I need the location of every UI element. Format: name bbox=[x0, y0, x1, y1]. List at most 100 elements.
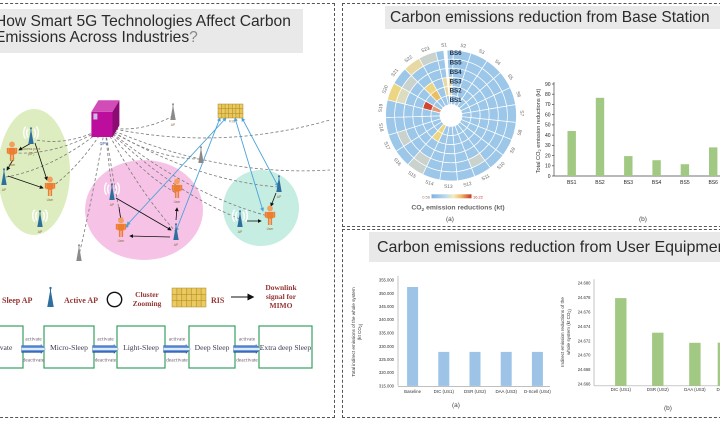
svg-text:signal for: signal for bbox=[266, 292, 297, 301]
svg-text:activate: activate bbox=[25, 336, 42, 342]
svg-text:User: User bbox=[47, 198, 55, 202]
svg-text:S2: S2 bbox=[460, 43, 467, 50]
svg-text:335.000: 335.000 bbox=[379, 331, 395, 336]
svg-text:Extra deep Sleep: Extra deep Sleep bbox=[260, 343, 312, 352]
svg-text:(a): (a) bbox=[452, 402, 460, 409]
svg-text:325.000: 325.000 bbox=[379, 357, 395, 362]
svg-text:Light-Sleep: Light-Sleep bbox=[123, 343, 159, 352]
svg-text:RIS: RIS bbox=[211, 296, 225, 305]
svg-text:BS6: BS6 bbox=[450, 50, 463, 57]
svg-text:Deep Sleep: Deep Sleep bbox=[195, 343, 230, 352]
svg-text:RIS: RIS bbox=[229, 120, 236, 124]
svg-text:AP: AP bbox=[174, 243, 179, 247]
svg-text:deactivate: deactivate bbox=[166, 357, 188, 363]
svg-text:DAA (US3): DAA (US3) bbox=[495, 389, 517, 394]
svg-text:10: 10 bbox=[545, 164, 551, 170]
svg-text:BS4: BS4 bbox=[652, 180, 662, 186]
svg-text:DSR (US2): DSR (US2) bbox=[464, 389, 486, 394]
svg-text:S4: S4 bbox=[493, 58, 502, 67]
svg-text:BS1: BS1 bbox=[450, 97, 463, 104]
svg-text:S17: S17 bbox=[382, 141, 391, 152]
svg-text:S18: S18 bbox=[377, 123, 384, 133]
svg-text:(b): (b) bbox=[639, 216, 647, 223]
svg-text:DIC (US1): DIC (US1) bbox=[611, 387, 632, 392]
svg-text:(b): (b) bbox=[664, 405, 672, 412]
svg-text:0: 0 bbox=[548, 174, 551, 180]
svg-text:(kt CO2): (kt CO2) bbox=[357, 323, 363, 340]
svg-text:BS4: BS4 bbox=[450, 69, 463, 76]
svg-text:(AP): (AP) bbox=[28, 152, 35, 156]
svg-text:90: 90 bbox=[545, 82, 551, 88]
svg-text:DIC (US1): DIC (US1) bbox=[434, 389, 455, 394]
svg-text:40: 40 bbox=[545, 133, 551, 139]
svg-text:D-Scell (US4): D-Scell (US4) bbox=[717, 387, 720, 392]
svg-text:24.666: 24.666 bbox=[578, 382, 591, 387]
svg-text:320.000: 320.000 bbox=[379, 370, 395, 375]
svg-text:S14: S14 bbox=[424, 179, 434, 187]
svg-text:AP: AP bbox=[110, 203, 115, 207]
svg-text:70: 70 bbox=[545, 102, 551, 108]
svg-text:activate: activate bbox=[239, 336, 256, 342]
svg-text:BS2: BS2 bbox=[595, 180, 605, 186]
svg-text:S1: S1 bbox=[441, 42, 448, 49]
svg-text:BS6: BS6 bbox=[708, 180, 718, 186]
svg-text:User: User bbox=[174, 200, 182, 204]
svg-text:DAA (US3): DAA (US3) bbox=[684, 387, 706, 392]
svg-text:0.56: 0.56 bbox=[422, 194, 431, 199]
svg-text:Micro-Sleep: Micro-Sleep bbox=[50, 343, 88, 352]
svg-text:S20: S20 bbox=[381, 84, 390, 94]
svg-text:BS2: BS2 bbox=[450, 88, 463, 95]
svg-text:340.000: 340.000 bbox=[379, 317, 395, 322]
svg-text:24.668: 24.668 bbox=[578, 367, 591, 372]
svg-text:AP: AP bbox=[171, 123, 176, 127]
svg-text:MIMO: MIMO bbox=[270, 301, 293, 310]
svg-text:CO2 emission reductions (kt): CO2 emission reductions (kt) bbox=[411, 205, 504, 214]
svg-text:D-Scell (US4): D-Scell (US4) bbox=[524, 389, 551, 394]
svg-text:S10: S10 bbox=[496, 161, 507, 172]
svg-text:24.680: 24.680 bbox=[578, 281, 591, 286]
svg-text:80: 80 bbox=[545, 92, 551, 98]
svg-text:Indirect emission reductions o: Indirect emission reductions of the bbox=[560, 297, 565, 367]
svg-text:BS3: BS3 bbox=[450, 78, 463, 85]
svg-text:AP: AP bbox=[238, 230, 243, 234]
svg-text:345.000: 345.000 bbox=[379, 304, 395, 309]
svg-text:CPU: CPU bbox=[100, 141, 109, 146]
svg-text:S7: S7 bbox=[518, 110, 524, 116]
svg-text:60: 60 bbox=[545, 113, 551, 119]
svg-text:(a): (a) bbox=[446, 216, 454, 223]
svg-text:S21: S21 bbox=[390, 67, 400, 78]
svg-text:User: User bbox=[118, 239, 126, 243]
svg-text:S13: S13 bbox=[444, 184, 453, 190]
svg-text:24.678: 24.678 bbox=[578, 295, 591, 300]
svg-text:deactivate: deactivate bbox=[236, 357, 258, 363]
svg-text:S12: S12 bbox=[463, 181, 473, 189]
svg-text:DSR (US2): DSR (US2) bbox=[647, 387, 669, 392]
svg-text:S19: S19 bbox=[378, 103, 385, 112]
svg-text:deactivate: deactivate bbox=[23, 357, 45, 363]
svg-text:User: User bbox=[9, 163, 17, 167]
svg-text:Sleep AP: Sleep AP bbox=[2, 296, 33, 305]
svg-text:20: 20 bbox=[545, 153, 551, 159]
svg-text:S11: S11 bbox=[481, 173, 491, 182]
svg-text:S22: S22 bbox=[403, 54, 414, 64]
svg-text:S23: S23 bbox=[420, 46, 430, 55]
svg-text:355.000: 355.000 bbox=[379, 278, 395, 283]
svg-text:24.676: 24.676 bbox=[578, 309, 591, 314]
svg-text:Baseline: Baseline bbox=[404, 389, 421, 394]
svg-text:24.672: 24.672 bbox=[578, 338, 591, 343]
svg-text:whole system (kt CO2): whole system (kt CO2) bbox=[566, 309, 572, 355]
svg-text:50: 50 bbox=[545, 123, 551, 129]
svg-text:User: User bbox=[267, 227, 275, 231]
svg-text:330.000: 330.000 bbox=[379, 344, 395, 349]
svg-text:Total CO2 emission reductions: Total CO2 emission reductions (kt) bbox=[536, 89, 542, 174]
svg-text:16.22: 16.22 bbox=[473, 194, 484, 199]
svg-text:Cluster: Cluster bbox=[135, 290, 159, 299]
svg-text:AP: AP bbox=[38, 230, 43, 234]
svg-text:S15: S15 bbox=[407, 170, 418, 180]
svg-text:S9: S9 bbox=[509, 146, 517, 154]
svg-text:Zooming: Zooming bbox=[133, 299, 162, 308]
svg-text:30: 30 bbox=[545, 143, 551, 149]
svg-text:S16: S16 bbox=[392, 157, 402, 168]
svg-text:BS5: BS5 bbox=[680, 180, 690, 186]
svg-text:BS1: BS1 bbox=[567, 180, 577, 186]
